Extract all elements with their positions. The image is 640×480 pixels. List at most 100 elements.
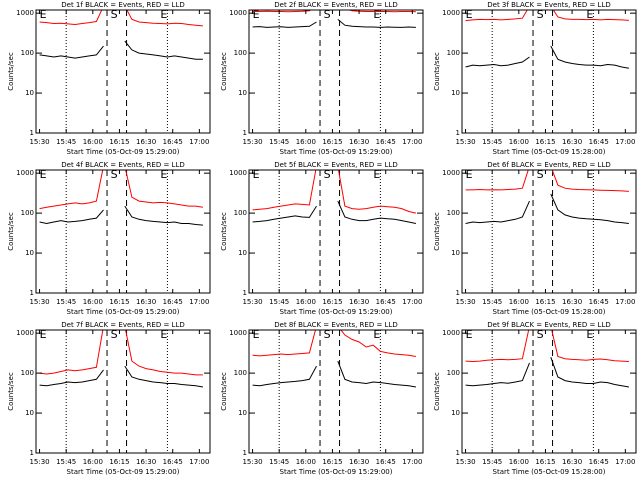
chart-title: Det 7f BLACK = Events, RED = LLD: [61, 321, 184, 329]
y-tick-label: 100: [21, 369, 34, 377]
x-tick-label: 15:45: [56, 298, 76, 306]
annotation: E: [160, 328, 167, 341]
x-tick-label: 15:45: [482, 138, 502, 146]
annotation: E: [373, 8, 380, 21]
x-axis-label: Start Time (05-Oct-09 15:28:00): [493, 148, 606, 156]
annotation: E: [253, 8, 260, 21]
y-tick-label: 10: [25, 249, 34, 257]
panel: Det 5f BLACK = Events, RED = LLD Start Ti…: [220, 161, 424, 316]
x-tick-label: 16:00: [296, 458, 316, 466]
data-line: [465, 330, 629, 363]
x-tick-label: 16:45: [163, 458, 183, 466]
y-tick-label: 100: [447, 49, 460, 57]
annotation: S: [324, 168, 331, 181]
annotation: E: [466, 8, 473, 21]
x-tick-label: 15:30: [242, 298, 262, 306]
x-axis-label: Start Time (05-Oct-09 15:29:00): [280, 148, 393, 156]
y-tick-label: 10: [25, 89, 34, 97]
annotation: S: [537, 328, 544, 341]
data-line: [39, 40, 203, 60]
x-tick-label: 16:00: [83, 458, 103, 466]
x-tick-label: 16:45: [376, 138, 396, 146]
x-tick-label: 15:30: [242, 458, 262, 466]
x-tick-label: 17:00: [615, 458, 635, 466]
data-line: [465, 170, 629, 192]
data-line: [39, 365, 203, 388]
x-tick-label: 16:15: [535, 458, 555, 466]
x-tick-label: 15:45: [269, 138, 289, 146]
x-tick-label: 15:45: [56, 138, 76, 146]
y-tick-label: 100: [21, 209, 34, 217]
x-tick-label: 15:45: [482, 458, 502, 466]
y-axis-label: Counts/sec: [7, 372, 15, 411]
data-line: [252, 170, 417, 214]
y-axis-label: Counts/sec: [433, 52, 441, 91]
x-tick-label: 16:15: [535, 298, 555, 306]
x-tick-label: 15:30: [29, 298, 49, 306]
y-tick-label: 1000: [229, 9, 247, 17]
x-tick-label: 16:15: [535, 138, 555, 146]
panel: Det 6f BLACK = Events, RED = LLD Start Ti…: [433, 161, 637, 316]
y-tick-label: 1: [243, 129, 247, 137]
y-tick-label: 10: [238, 89, 247, 97]
x-axis-label: Start Time (05-Oct-09 15:29:00): [67, 468, 180, 476]
x-axis-label: Start Time (05-Oct-09 15:29:00): [67, 308, 180, 316]
y-tick-label: 1000: [442, 9, 460, 17]
x-tick-label: 17:00: [189, 138, 209, 146]
y-tick-label: 10: [238, 409, 247, 417]
x-tick-label: 16:30: [136, 138, 156, 146]
data-line: [252, 360, 416, 388]
data-line: [465, 10, 629, 22]
annotation: S: [111, 168, 118, 181]
plot-frame: [461, 9, 637, 134]
plot-frame: [461, 329, 637, 454]
chart-title: Det 4f BLACK = Events, RED = LLD: [61, 161, 184, 169]
y-tick-label: 1: [30, 289, 34, 297]
x-tick-label: 15:30: [29, 138, 49, 146]
x-axis-label: Start Time (05-Oct-09 15:29:00): [280, 308, 393, 316]
y-axis-label: Counts/sec: [7, 52, 15, 91]
y-tick-label: 1: [243, 289, 247, 297]
x-tick-label: 16:30: [562, 298, 582, 306]
plot-frame: [35, 9, 211, 134]
annotation: S: [324, 8, 331, 21]
chart-title: Det 8f BLACK = Events, RED = LLD: [274, 321, 397, 329]
panel: Det 3f BLACK = Events, RED = LLD Start Ti…: [433, 1, 637, 156]
data-line: [39, 170, 203, 210]
annotation: E: [40, 328, 47, 341]
panel: Det 1f BLACK = Events, RED = LLD Start Ti…: [7, 1, 211, 156]
x-tick-label: 16:00: [509, 138, 529, 146]
y-tick-label: 10: [451, 409, 460, 417]
x-tick-label: 16:00: [296, 138, 316, 146]
data-line: [465, 193, 629, 224]
chart-title: Det 5f BLACK = Events, RED = LLD: [274, 161, 397, 169]
x-tick-label: 15:30: [455, 138, 475, 146]
x-tick-label: 17:00: [615, 138, 635, 146]
annotation: E: [40, 8, 47, 21]
data-line: [39, 10, 203, 27]
y-tick-label: 1000: [16, 169, 34, 177]
x-tick-label: 16:00: [296, 298, 316, 306]
annotation: E: [586, 8, 593, 21]
y-tick-label: 100: [21, 49, 34, 57]
x-tick-label: 17:00: [189, 458, 209, 466]
annotation: E: [160, 168, 167, 181]
x-tick-label: 16:30: [349, 458, 369, 466]
x-tick-label: 15:30: [242, 138, 262, 146]
x-tick-label: 16:15: [322, 138, 342, 146]
y-tick-label: 100: [447, 209, 460, 217]
x-axis-label: Start Time (05-Oct-09 15:29:00): [280, 468, 393, 476]
y-tick-label: 1000: [442, 329, 460, 337]
y-tick-label: 1: [456, 449, 460, 457]
y-tick-label: 1000: [229, 329, 247, 337]
x-tick-label: 15:45: [269, 298, 289, 306]
x-tick-label: 15:45: [269, 458, 289, 466]
annotation: S: [324, 328, 331, 341]
y-tick-label: 10: [25, 409, 34, 417]
chart-title: Det 6f BLACK = Events, RED = LLD: [487, 161, 610, 169]
x-tick-label: 16:45: [376, 458, 396, 466]
y-tick-label: 10: [238, 249, 247, 257]
y-tick-label: 1000: [16, 9, 34, 17]
y-tick-label: 1000: [442, 169, 460, 177]
chart-title: Det 9f BLACK = Events, RED = LLD: [487, 321, 610, 329]
